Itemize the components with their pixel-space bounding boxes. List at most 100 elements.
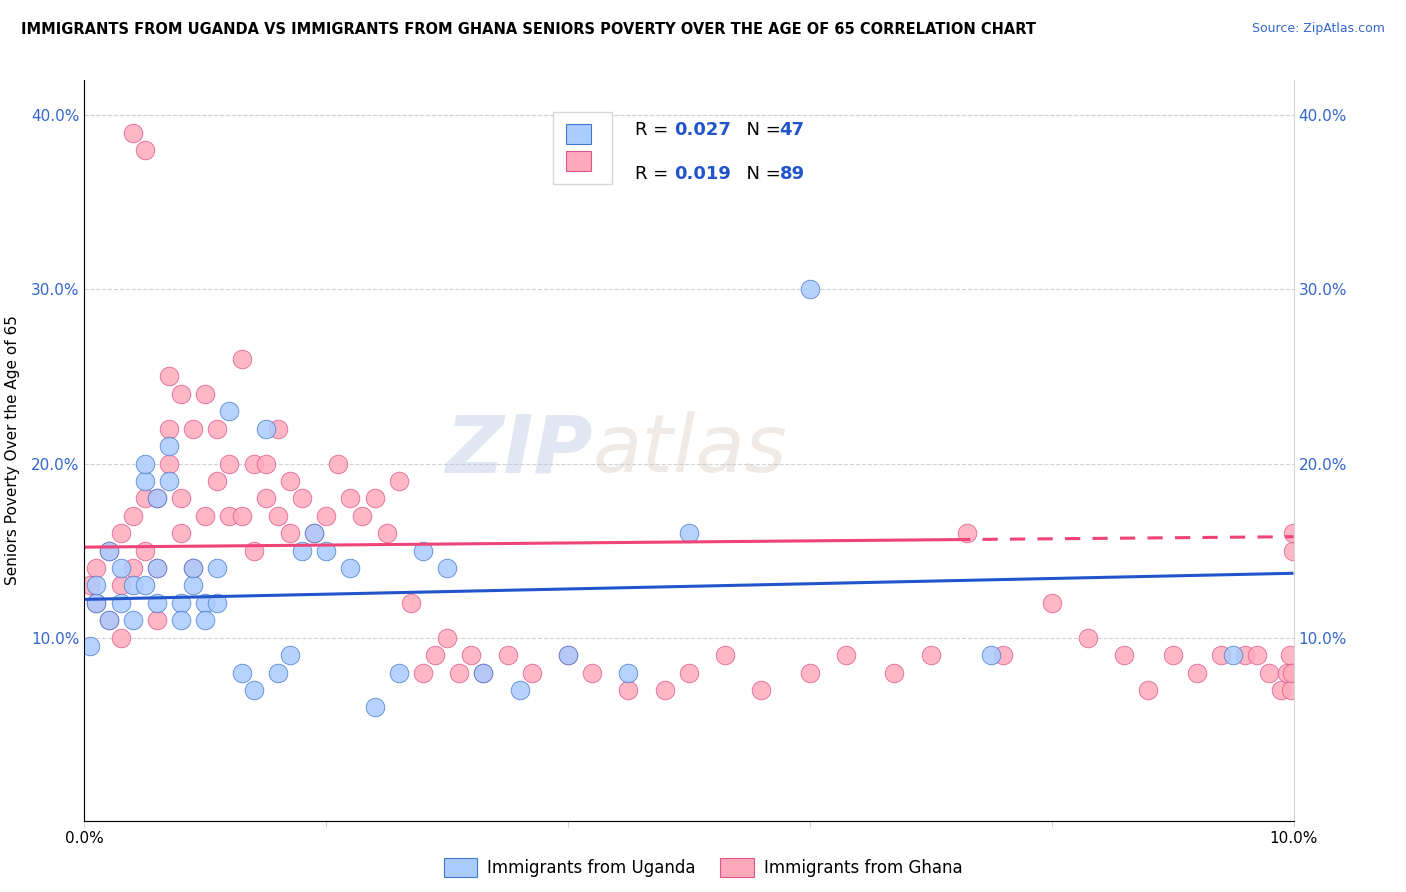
Point	[157, 439, 180, 453]
Point	[436, 561, 458, 575]
Point	[121, 561, 143, 575]
Point	[146, 491, 169, 506]
Point	[218, 404, 240, 418]
Point	[134, 457, 156, 471]
Point	[181, 561, 204, 575]
Point	[328, 457, 350, 471]
Point	[242, 543, 264, 558]
Point	[291, 543, 314, 558]
Point	[617, 683, 640, 698]
Point	[799, 282, 821, 296]
Point	[242, 457, 264, 471]
Point	[194, 508, 217, 523]
Point	[134, 491, 156, 506]
Text: 0.019: 0.019	[675, 165, 731, 184]
Point	[1278, 648, 1301, 662]
Point	[291, 491, 314, 506]
Point	[194, 613, 217, 627]
Point	[231, 351, 253, 366]
Point	[86, 561, 108, 575]
Point	[157, 422, 180, 436]
Text: atlas: atlas	[592, 411, 787, 490]
Point	[86, 578, 108, 592]
Point	[1040, 596, 1063, 610]
Point	[339, 561, 361, 575]
Point	[1281, 665, 1303, 680]
Point	[79, 640, 101, 654]
Point	[267, 665, 290, 680]
Legend: , : ,	[553, 112, 613, 184]
Point	[1077, 631, 1099, 645]
Text: R =: R =	[634, 121, 673, 139]
Point	[134, 578, 156, 592]
Point	[920, 648, 942, 662]
Point	[472, 665, 495, 680]
Point	[181, 422, 204, 436]
Point	[1282, 543, 1305, 558]
Point	[121, 508, 143, 523]
Point	[79, 578, 101, 592]
Text: R =: R =	[634, 165, 673, 184]
Point	[207, 422, 229, 436]
Point	[1161, 648, 1184, 662]
Point	[449, 665, 471, 680]
Point	[218, 508, 240, 523]
Point	[207, 561, 229, 575]
Point	[146, 561, 169, 575]
Point	[412, 543, 434, 558]
Point	[110, 631, 132, 645]
Point	[363, 491, 385, 506]
Point	[97, 543, 120, 558]
Point	[1185, 665, 1208, 680]
Point	[194, 387, 217, 401]
Point	[678, 526, 700, 541]
Text: Source: ZipAtlas.com: Source: ZipAtlas.com	[1251, 22, 1385, 36]
Point	[388, 665, 411, 680]
Point	[496, 648, 519, 662]
Point	[375, 526, 398, 541]
Point	[1258, 665, 1281, 680]
Point	[678, 665, 700, 680]
Point	[121, 126, 143, 140]
Point	[1114, 648, 1136, 662]
Point	[1234, 648, 1257, 662]
Point	[412, 665, 434, 680]
Point	[557, 648, 579, 662]
Point	[1209, 648, 1232, 662]
Point	[1270, 683, 1292, 698]
Point	[993, 648, 1015, 662]
Point	[134, 474, 156, 488]
Point	[134, 543, 156, 558]
Point	[1277, 665, 1299, 680]
Point	[157, 457, 180, 471]
Point	[86, 596, 108, 610]
Point	[1282, 526, 1305, 541]
Point	[207, 474, 229, 488]
Point	[399, 596, 422, 610]
Point	[254, 491, 277, 506]
Point	[1246, 648, 1268, 662]
Point	[278, 474, 301, 488]
Point	[97, 543, 120, 558]
Point	[110, 578, 132, 592]
Point	[315, 543, 337, 558]
Point	[472, 665, 495, 680]
Point	[460, 648, 482, 662]
Point	[242, 683, 264, 698]
Point	[267, 508, 290, 523]
Point	[557, 648, 579, 662]
Point	[170, 526, 193, 541]
Point	[509, 683, 531, 698]
Point	[520, 665, 543, 680]
Point	[146, 491, 169, 506]
Point	[134, 143, 156, 157]
Point	[110, 596, 132, 610]
Point	[714, 648, 737, 662]
Point	[254, 422, 277, 436]
Point	[654, 683, 676, 698]
Point	[339, 491, 361, 506]
Point	[835, 648, 858, 662]
Point	[157, 474, 180, 488]
Point	[110, 526, 132, 541]
Point	[181, 578, 204, 592]
